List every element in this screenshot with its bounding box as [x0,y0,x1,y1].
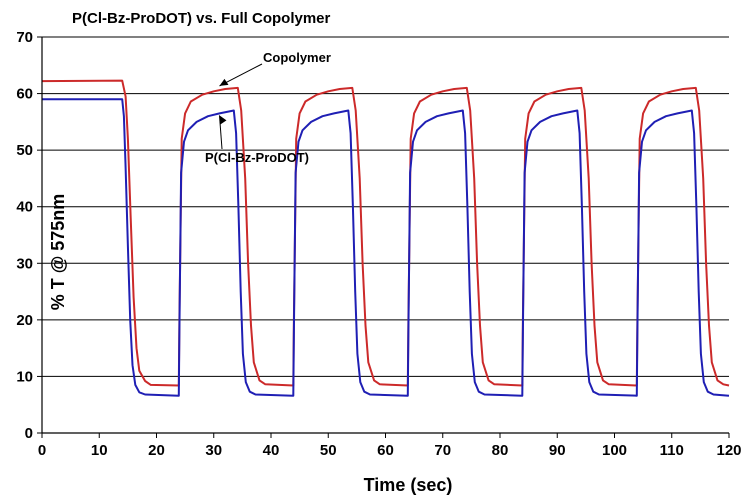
series-layer [41,79,730,397]
x-tick-label-40: 40 [263,442,280,459]
x-tick-label-120: 120 [716,442,741,459]
gridlines [42,36,729,377]
y-tick-label-50: 50 [16,142,33,159]
y-axis-ticks: 0 10 20 30 40 50 60 70 [16,29,42,442]
annotation-pclbzprodot: P(Cl-Bz-ProDOT) [205,150,309,165]
plot-area: 0 10 20 30 40 50 60 70 80 90 100 110 120 0 10 20 30 40 50… [16,29,741,459]
y-tick-label-70: 70 [16,29,33,46]
annotation-copolymer: Copolymer [263,50,331,65]
x-axis-label: Time (sec) [364,475,453,495]
y-tick-label-10: 10 [16,368,33,385]
y-tick-label-40: 40 [16,199,33,216]
series-line-copolymer [41,79,730,387]
y-tick-label-30: 30 [16,255,33,272]
annotation-arrowhead-pclbzprodot [219,115,227,125]
y-tick-label-20: 20 [16,312,33,329]
x-tick-label-30: 30 [205,442,222,459]
x-tick-label-90: 90 [549,442,566,459]
x-axis-ticks: 0 10 20 30 40 50 60 70 80 90 100 110 120 [38,433,742,459]
series-line-p-cl-bz-prodot [42,98,730,397]
x-tick-label-100: 100 [602,442,627,459]
x-tick-label-70: 70 [434,442,451,459]
x-tick-label-60: 60 [377,442,394,459]
y-axis-label: % T @ 575nm [48,194,68,311]
x-tick-label-10: 10 [91,442,108,459]
chart-title: P(Cl-Bz-ProDOT) vs. Full Copolymer [72,10,331,27]
y-tick-label-60: 60 [16,86,33,103]
annotations: Copolymer P(Cl-Bz-ProDOT) [205,50,331,165]
annotation-arrowhead-copolymer [219,78,229,86]
x-tick-label-110: 110 [660,442,684,459]
x-tick-label-50: 50 [320,442,337,459]
annotation-arrow-pclbzprodot [218,115,223,150]
x-tick-label-0: 0 [38,442,46,459]
axes [41,37,729,434]
x-tick-label-80: 80 [492,442,509,459]
y-tick-label-0: 0 [25,425,33,442]
x-tick-label-20: 20 [148,442,165,459]
